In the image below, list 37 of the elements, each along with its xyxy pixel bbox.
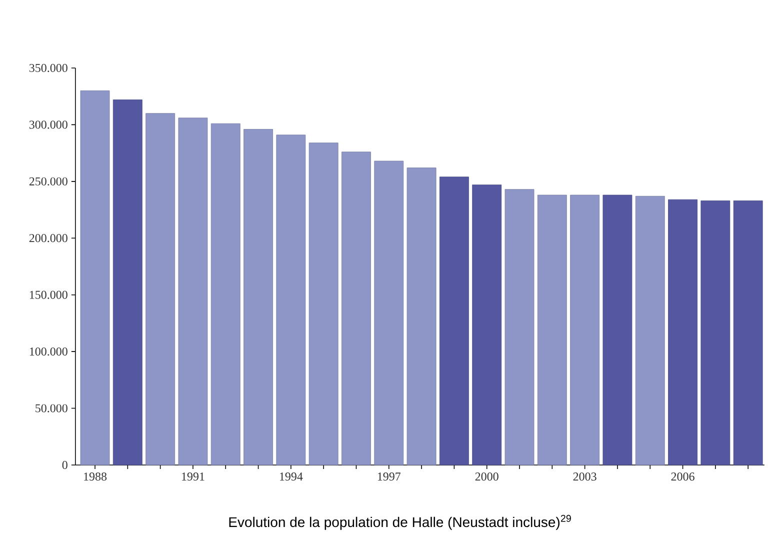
bar	[537, 194, 567, 466]
y-tick-label: 100.000	[30, 347, 68, 356]
bar	[504, 189, 534, 466]
bar	[406, 168, 436, 466]
y-tick-label: 50.000	[36, 404, 68, 412]
bar	[374, 160, 404, 466]
bar	[276, 134, 306, 466]
bar	[112, 100, 142, 466]
bar	[635, 196, 665, 466]
y-tick-label: 350.000	[29, 64, 68, 72]
x-tick-label: 1991	[182, 472, 204, 481]
y-tick-label: 150.000	[30, 290, 68, 299]
y-tick-label: 200.000	[29, 234, 68, 242]
bar	[602, 194, 632, 466]
bar	[570, 194, 600, 466]
bar	[178, 118, 208, 466]
bar	[210, 123, 240, 466]
bar	[472, 184, 502, 466]
y-tick-label: 250.000	[29, 177, 68, 186]
x-tick-label: 2006	[671, 472, 694, 481]
x-tick-label: 1994	[280, 472, 303, 481]
y-tick-label: 0	[62, 460, 68, 470]
bar	[308, 142, 338, 466]
bar	[146, 113, 176, 466]
bar	[80, 90, 110, 466]
bar	[439, 176, 469, 466]
bar	[244, 129, 273, 466]
x-tick-label: 2000	[475, 472, 498, 481]
text: Evolution de la population de Halle (Neustadt incluse)$^{29}$	[229, 514, 571, 530]
bar	[668, 199, 698, 466]
bar	[342, 152, 371, 466]
bar	[733, 200, 763, 466]
bar	[700, 200, 730, 466]
x-tick-label: 2003	[573, 472, 596, 481]
x-tick-label: 1997	[378, 472, 401, 481]
y-tick-label: 300.000	[29, 120, 68, 129]
x-tick-label: 1988	[84, 472, 107, 481]
